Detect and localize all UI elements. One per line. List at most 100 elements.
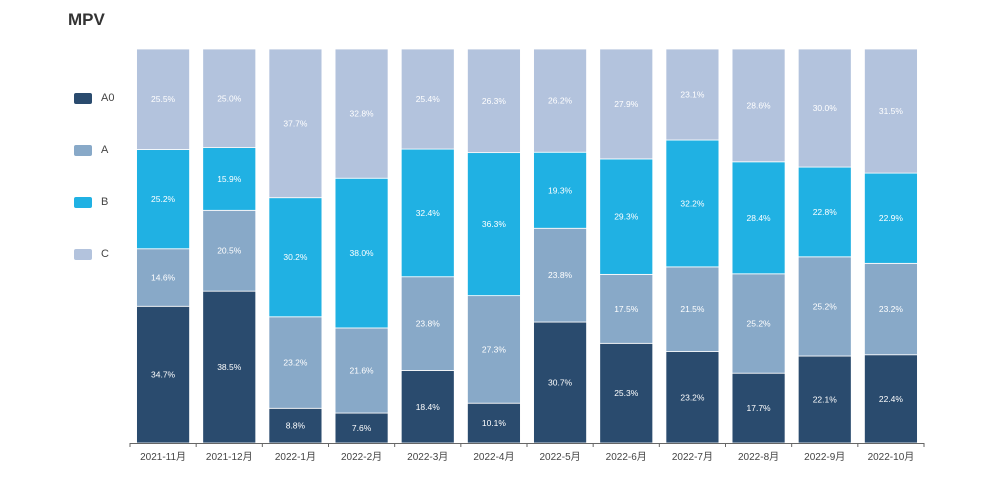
- data-label-c-11: 31.5%: [879, 106, 904, 116]
- bar-segment-a0-5[interactable]: [467, 402, 521, 444]
- data-label-a0-0: 34.7%: [151, 370, 176, 380]
- bar-segment-a0-4[interactable]: [400, 370, 455, 444]
- bar-segment-c-8[interactable]: [665, 48, 720, 141]
- bar-segment-a-1[interactable]: [202, 209, 257, 292]
- legend-item-b[interactable]: B: [74, 196, 154, 210]
- bar-segment-b-7[interactable]: [599, 158, 654, 275]
- legend-item-c[interactable]: C: [74, 248, 154, 262]
- bar-segment-b-11[interactable]: [864, 172, 918, 264]
- data-label-a-5: 27.3%: [482, 344, 507, 354]
- bar-segment-c-10[interactable]: [797, 48, 852, 168]
- legend-label-b: B: [101, 196, 109, 208]
- data-label-a-10: 25.2%: [813, 301, 838, 311]
- bar-segment-b-2[interactable]: [268, 197, 323, 318]
- bar-segment-c-11[interactable]: [864, 48, 918, 174]
- x-tick-label: 2022-9月: [804, 451, 845, 463]
- data-label-a0-6: 30.7%: [548, 378, 573, 388]
- x-tick-label: 2021-11月: [140, 451, 186, 463]
- data-label-b-7: 29.3%: [614, 212, 639, 222]
- bar-segment-b-8[interactable]: [665, 139, 720, 268]
- x-tick-label: 2022-10月: [868, 451, 915, 463]
- bar-segment-b-9[interactable]: [731, 161, 786, 275]
- x-tick-label: 2021-12月: [206, 451, 253, 463]
- x-tick-label: 2022-3月: [407, 451, 448, 463]
- data-label-b-0: 25.2%: [151, 194, 176, 204]
- data-label-a-6: 23.8%: [548, 270, 573, 280]
- bar-segment-a0-8[interactable]: [665, 351, 720, 444]
- data-label-a0-9: 17.7%: [747, 403, 772, 413]
- data-label-a-0: 14.6%: [151, 273, 176, 283]
- bar-segment-b-0[interactable]: [136, 149, 190, 250]
- bar-segment-b-4[interactable]: [400, 148, 455, 278]
- bar-segment-b-3[interactable]: [334, 177, 389, 329]
- bar-segment-b-6[interactable]: [533, 151, 587, 229]
- data-label-b-9: 28.4%: [747, 213, 772, 223]
- bar-segment-a-5[interactable]: [467, 295, 521, 404]
- bar-segment-c-9[interactable]: [731, 48, 786, 163]
- data-label-c-6: 26.2%: [548, 96, 573, 106]
- data-label-b-1: 15.9%: [217, 174, 242, 184]
- x-tick-label: 2022-2月: [341, 451, 382, 463]
- legend-label-a0: A0: [101, 92, 115, 104]
- data-label-a0-1: 38.5%: [217, 362, 242, 372]
- x-tick-label: 2022-8月: [738, 451, 779, 463]
- legend-swatch-a: [74, 145, 92, 156]
- x-tick-label: 2022-4月: [473, 451, 514, 463]
- x-tick-label: 2022-6月: [606, 451, 647, 463]
- x-tick-label: 2022-5月: [540, 451, 581, 463]
- data-label-a-7: 17.5%: [614, 304, 639, 314]
- bar-segment-a0-11[interactable]: [864, 354, 918, 444]
- bar-segment-a-6[interactable]: [533, 227, 587, 323]
- data-label-b-5: 36.3%: [482, 219, 507, 229]
- data-label-a-8: 21.5%: [680, 304, 705, 314]
- data-label-c-7: 27.9%: [614, 99, 639, 109]
- legend-item-a0[interactable]: A0: [74, 92, 154, 106]
- bar-segment-c-1[interactable]: [202, 48, 257, 148]
- bar-segment-a0-0[interactable]: [136, 305, 190, 444]
- data-label-b-3: 38.0%: [350, 248, 375, 258]
- data-label-b-10: 22.8%: [813, 207, 838, 217]
- bar-segment-a0-10[interactable]: [797, 355, 852, 444]
- bar-segment-c-6[interactable]: [533, 48, 587, 153]
- bar-segment-c-7[interactable]: [599, 48, 654, 160]
- bar-segment-a-11[interactable]: [864, 262, 918, 356]
- data-label-a0-3: 7.6%: [352, 423, 372, 433]
- bar-segment-a-8[interactable]: [665, 266, 720, 352]
- data-label-a-11: 23.2%: [879, 304, 904, 314]
- data-label-b-11: 22.9%: [879, 213, 904, 223]
- bar-segment-a0-9[interactable]: [731, 372, 786, 444]
- bar-segment-c-4[interactable]: [400, 48, 455, 150]
- data-label-c-4: 25.4%: [416, 94, 441, 104]
- data-label-c-10: 30.0%: [813, 103, 838, 113]
- bar-segment-a0-1[interactable]: [202, 290, 257, 444]
- chart-title: MPV: [68, 10, 105, 29]
- bar-segment-a0-2[interactable]: [268, 407, 323, 444]
- data-label-b-4: 32.4%: [416, 208, 441, 218]
- x-tick-label: 2022-7月: [672, 451, 713, 463]
- data-label-a-4: 23.8%: [416, 319, 441, 329]
- data-label-a0-10: 22.1%: [813, 395, 838, 405]
- data-label-b-2: 30.2%: [283, 252, 308, 262]
- bar-segment-c-2[interactable]: [268, 48, 323, 199]
- legend-item-a[interactable]: A: [74, 144, 154, 158]
- bar-segment-a-3[interactable]: [334, 327, 389, 414]
- data-label-a0-5: 10.1%: [482, 418, 507, 428]
- bar-segment-c-0[interactable]: [136, 48, 190, 150]
- bar-segment-c-5[interactable]: [467, 48, 521, 154]
- bar-segment-a-4[interactable]: [400, 276, 455, 371]
- bar-segment-b-5[interactable]: [467, 152, 521, 297]
- bar-segment-a-10[interactable]: [797, 256, 852, 357]
- data-label-a0-11: 22.4%: [879, 394, 904, 404]
- data-label-a-2: 23.2%: [283, 358, 308, 368]
- data-label-a0-2: 8.8%: [286, 421, 306, 431]
- data-label-c-8: 23.1%: [680, 90, 705, 100]
- bar-segment-a-9[interactable]: [731, 273, 786, 374]
- legend-label-a: A: [101, 144, 109, 156]
- bar-segment-c-3[interactable]: [334, 48, 389, 179]
- data-label-c-0: 25.5%: [151, 94, 176, 104]
- data-label-a-1: 20.5%: [217, 246, 242, 256]
- data-label-a0-7: 25.3%: [614, 388, 639, 398]
- data-label-c-9: 28.6%: [747, 100, 772, 110]
- bar-segment-b-10[interactable]: [797, 166, 852, 258]
